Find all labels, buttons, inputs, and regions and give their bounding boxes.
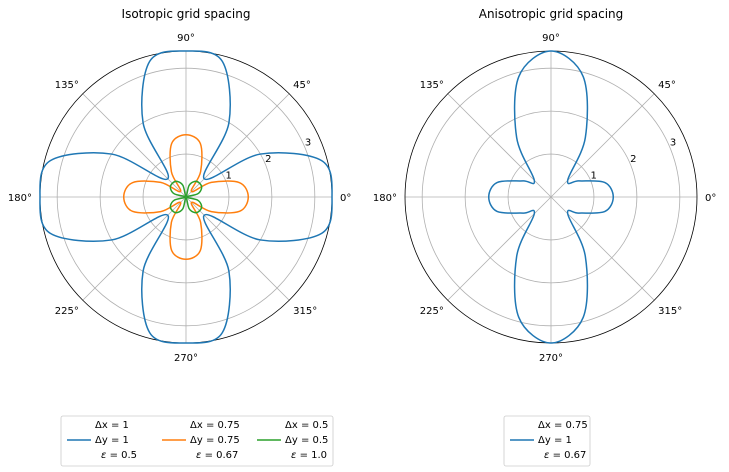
angle-tick-label: 270° xyxy=(174,353,198,364)
radial-gridline xyxy=(464,110,638,284)
radial-gridline xyxy=(507,153,595,241)
series-line-1 xyxy=(487,50,615,344)
angle-tick-label: 0° xyxy=(705,193,716,204)
legend-text: Δx = 1 xyxy=(95,420,129,431)
legend-text: Δy = 1 xyxy=(538,435,572,446)
angular-gridline xyxy=(185,93,290,198)
legend-entry: Δx = 0.75 Δy = 0.75 ε = 0.67 xyxy=(162,420,240,461)
tick-labels: 1 2 3 0° 45° 90° 135° 180° 225° 270° 315° xyxy=(373,33,716,364)
legend-entry: Δx = 0.5 Δy = 0.5 ε = 1.0 xyxy=(257,420,328,461)
legend-text: ε = 0.67 xyxy=(544,450,586,461)
legend-text: Δx = 0.5 xyxy=(285,420,328,431)
legend-text: Δy = 1 xyxy=(95,435,129,446)
chart-title: Anisotropic grid spacing xyxy=(479,7,624,21)
angular-gridline xyxy=(82,196,187,301)
radial-tick-label: 1 xyxy=(590,171,596,182)
radial-tick-label: 1 xyxy=(225,171,231,182)
legend-text: ε = 0.67 xyxy=(196,450,238,461)
series-line-3 xyxy=(169,180,203,214)
series-line-2 xyxy=(122,133,250,261)
legend-box xyxy=(60,415,334,467)
legend-text: Δy = 0.5 xyxy=(285,435,328,446)
legend-box xyxy=(503,415,591,467)
angle-tick-label: 180° xyxy=(373,193,397,204)
legend-text: Δy = 0.75 xyxy=(190,435,240,446)
angle-tick-label: 45° xyxy=(658,80,676,91)
legend-isotropic: Δx = 1 Δy = 1 ε = 0.5 Δx = 0.75 Δy = 0.75 ε =… xyxy=(60,415,334,467)
angular-gridline xyxy=(82,93,187,198)
angle-tick-label: 225° xyxy=(420,306,444,317)
radial-tick-label: 2 xyxy=(265,154,271,165)
polar-chart-isotropic: Isotropic grid spacing 1 2 3 0° 45° 90° 135° 18… xyxy=(8,7,351,364)
series-layer xyxy=(39,50,333,344)
angle-tick-label: 90° xyxy=(177,33,195,44)
legend-anisotropic: Δx = 0.75 Δy = 1 ε = 0.67 xyxy=(503,415,591,467)
angle-tick-label: 135° xyxy=(55,80,79,91)
chart-title: Isotropic grid spacing xyxy=(122,7,251,21)
series-layer xyxy=(487,50,615,344)
angle-tick-label: 315° xyxy=(293,306,317,317)
legend-entry: Δx = 0.75 Δy = 1 ε = 0.67 xyxy=(510,420,588,461)
angle-tick-label: 0° xyxy=(340,193,351,204)
radial-tick-label: 3 xyxy=(305,138,311,149)
legend-text: ε = 1.0 xyxy=(291,450,327,461)
angle-tick-label: 90° xyxy=(542,33,560,44)
angle-tick-label: 315° xyxy=(658,306,682,317)
series-line-1 xyxy=(39,50,333,344)
polar-chart-anisotropic: Anisotropic grid spacing 1 2 3 0° 45° 90° 135°… xyxy=(373,7,716,364)
angular-gridline xyxy=(185,196,290,301)
legend-entry: Δx = 1 Δy = 1 ε = 0.5 xyxy=(67,420,137,461)
radial-tick-label: 3 xyxy=(670,138,676,149)
radial-tick-label: 2 xyxy=(630,154,636,165)
angle-tick-label: 270° xyxy=(539,353,563,364)
tick-labels: 1 2 3 0° 45° 90° 135° 180° 225° 270° 315° xyxy=(8,33,351,364)
polar-grid xyxy=(404,50,698,344)
radial-gridline xyxy=(421,67,681,327)
radial-gridline xyxy=(99,110,273,284)
polar-grid xyxy=(39,50,333,344)
legend-text: Δx = 0.75 xyxy=(538,420,588,431)
legend-text: Δx = 0.75 xyxy=(190,420,240,431)
angle-tick-label: 225° xyxy=(55,306,79,317)
angle-tick-label: 135° xyxy=(420,80,444,91)
angle-tick-label: 180° xyxy=(8,193,32,204)
angle-tick-label: 45° xyxy=(293,80,311,91)
radial-gridline xyxy=(142,153,230,241)
radial-gridline xyxy=(56,67,316,327)
legend-text: ε = 0.5 xyxy=(101,450,137,461)
